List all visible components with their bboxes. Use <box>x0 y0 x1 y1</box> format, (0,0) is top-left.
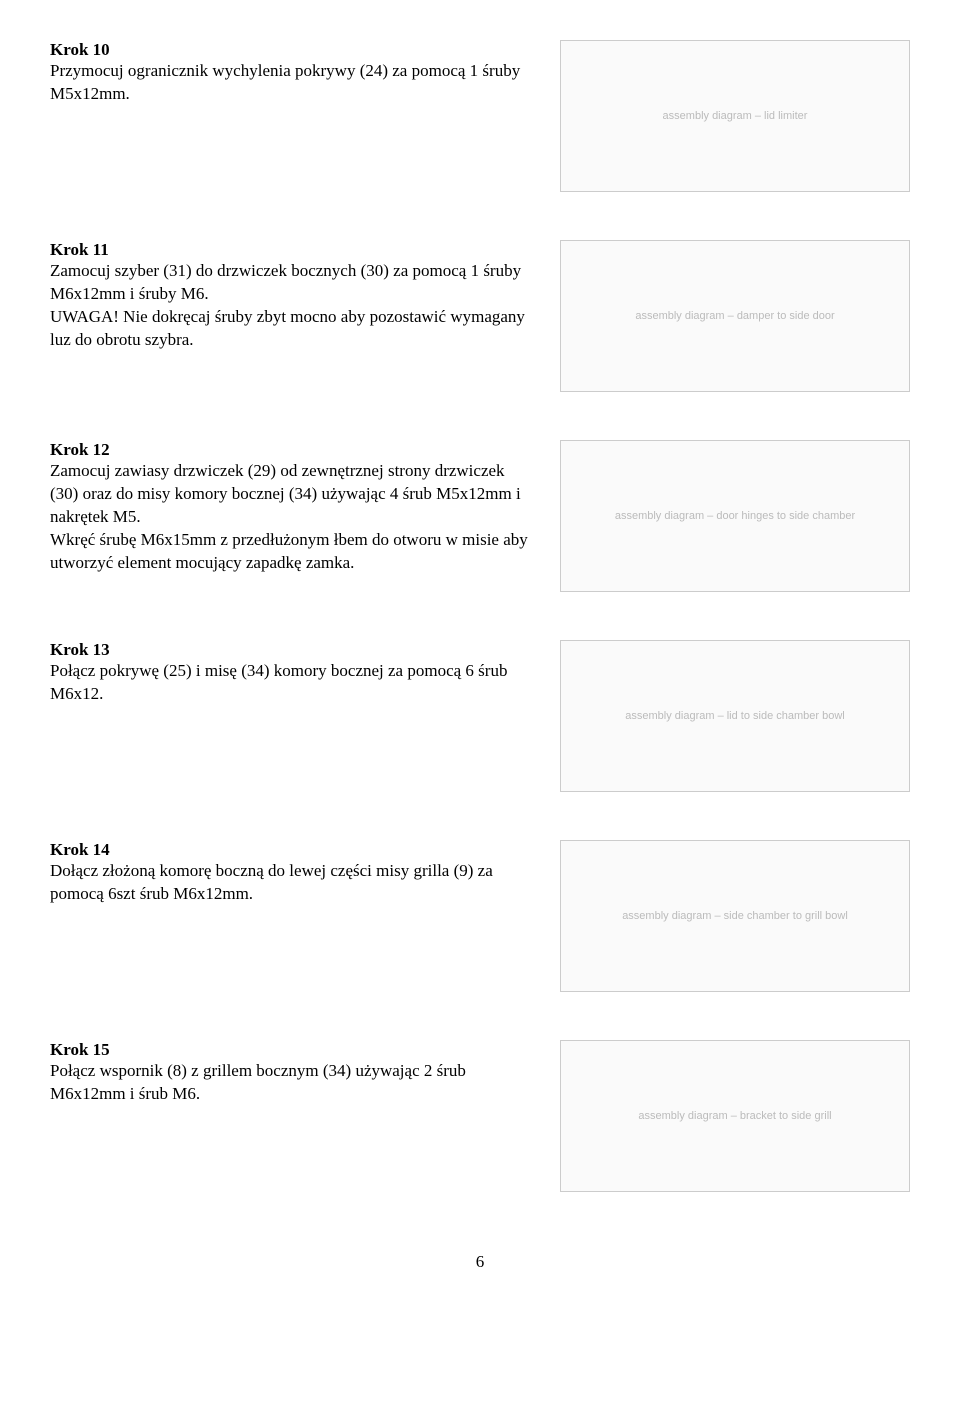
step-13-body: Połącz pokrywę (25) i misę (34) komory b… <box>50 660 530 706</box>
step-13: Krok 13 Połącz pokrywę (25) i misę (34) … <box>50 640 530 706</box>
step-11-title: Krok 11 <box>50 240 530 260</box>
step-14-body: Dołącz złożoną komorę boczną do lewej cz… <box>50 860 530 906</box>
step-11-warning: UWAGA! Nie dokręcaj śruby zbyt mocno aby… <box>50 306 530 352</box>
step-12-body: Zamocuj zawiasy drzwiczek (29) od zewnęt… <box>50 460 530 529</box>
step-10: Krok 10 Przymocuj ogranicznik wychylenia… <box>50 40 530 106</box>
step-10-title: Krok 10 <box>50 40 530 60</box>
figure-step-15: assembly diagram – bracket to side grill <box>560 1040 910 1192</box>
step-11: Krok 11 Zamocuj szyber (31) do drzwiczek… <box>50 240 530 352</box>
step-14-row: Krok 14 Dołącz złożoną komorę boczną do … <box>50 840 910 992</box>
step-12-body2: Wkręć śrubę M6x15mm z przedłużonym łbem … <box>50 529 530 575</box>
figure-step-14: assembly diagram – side chamber to grill… <box>560 840 910 992</box>
figure-step-13: assembly diagram – lid to side chamber b… <box>560 640 910 792</box>
step-10-row: Krok 10 Przymocuj ogranicznik wychylenia… <box>50 40 910 192</box>
step-15-title: Krok 15 <box>50 1040 530 1060</box>
figure-step-12: assembly diagram – door hinges to side c… <box>560 440 910 592</box>
step-15: Krok 15 Połącz wspornik (8) z grillem bo… <box>50 1040 530 1106</box>
step-13-title: Krok 13 <box>50 640 530 660</box>
step-14-title: Krok 14 <box>50 840 530 860</box>
step-15-body: Połącz wspornik (8) z grillem bocznym (3… <box>50 1060 530 1106</box>
figure-step-11: assembly diagram – damper to side door <box>560 240 910 392</box>
step-15-row: Krok 15 Połącz wspornik (8) z grillem bo… <box>50 1040 910 1192</box>
step-12-row: Krok 12 Zamocuj zawiasy drzwiczek (29) o… <box>50 440 910 592</box>
step-12: Krok 12 Zamocuj zawiasy drzwiczek (29) o… <box>50 440 530 575</box>
step-11-body: Zamocuj szyber (31) do drzwiczek bocznyc… <box>50 260 530 306</box>
step-13-row: Krok 13 Połącz pokrywę (25) i misę (34) … <box>50 640 910 792</box>
step-14: Krok 14 Dołącz złożoną komorę boczną do … <box>50 840 530 906</box>
step-10-body: Przymocuj ogranicznik wychylenia pokrywy… <box>50 60 530 106</box>
page-number: 6 <box>50 1252 910 1272</box>
figure-step-10: assembly diagram – lid limiter <box>560 40 910 192</box>
step-11-row: Krok 11 Zamocuj szyber (31) do drzwiczek… <box>50 240 910 392</box>
step-12-title: Krok 12 <box>50 440 530 460</box>
